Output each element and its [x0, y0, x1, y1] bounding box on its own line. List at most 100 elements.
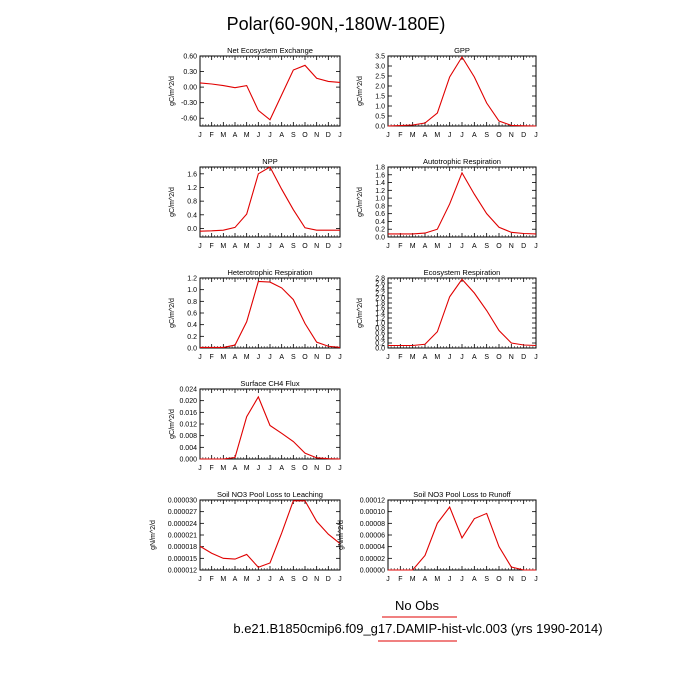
x-tick-label: J	[257, 243, 261, 250]
x-tick-label: J	[198, 243, 202, 250]
x-tick-label: A	[423, 132, 428, 139]
y-tick-label: 1.4	[375, 311, 385, 318]
series-line	[387, 55, 537, 127]
y-axis-label: gC/m^2/d	[357, 76, 364, 106]
x-tick-label: A	[472, 132, 477, 139]
x-tick-label: O	[496, 132, 502, 139]
y-tick-label: 0.0	[375, 235, 385, 242]
x-tick-label: N	[509, 243, 514, 250]
x-tick-label: J	[448, 132, 452, 139]
y-tick-label: 1.5	[375, 94, 385, 101]
x-tick-label: F	[210, 243, 214, 250]
panel-title: Soil NO3 Pool Loss to Leaching	[217, 490, 323, 499]
x-tick-label: M	[244, 243, 250, 250]
x-tick-label: O	[302, 243, 308, 250]
x-tick-label: M	[434, 243, 440, 250]
plot-frame	[199, 55, 341, 127]
y-tick-label: 0.0	[187, 346, 197, 353]
y-tick-label: 3.0	[375, 64, 385, 71]
y-tick-label: 2.4	[375, 286, 385, 293]
y-axis-label: gC/m^2/d	[169, 298, 176, 328]
y-tick-label: 0.00000	[360, 568, 385, 575]
x-tick-label: M	[220, 354, 226, 361]
case-label: b.e21.B1850cmip6.f09_g17.DAMIP-hist-vlc.…	[233, 621, 602, 636]
x-tick-label: N	[509, 354, 514, 361]
x-tick-label: J	[198, 132, 202, 139]
y-tick-label: 0.00010	[360, 509, 385, 516]
y-tick-label: 2.2	[375, 291, 385, 298]
x-tick-label: M	[410, 132, 416, 139]
x-tick-label: D	[521, 132, 526, 139]
y-tick-label: 0.0	[375, 346, 385, 353]
y-tick-label: 3.5	[375, 54, 385, 61]
series-line	[200, 395, 341, 460]
x-tick-label: J	[338, 576, 342, 583]
x-tick-label: A	[472, 243, 477, 250]
y-tick-label: 0.00012	[360, 498, 385, 505]
x-tick-label: J	[448, 243, 452, 250]
x-tick-label: S	[291, 576, 296, 583]
x-tick-label: J	[534, 132, 538, 139]
x-tick-label: O	[302, 576, 308, 583]
plot-frame	[387, 166, 537, 238]
y-tick-label: 0.004	[179, 445, 197, 452]
x-tick-label: J	[257, 576, 261, 583]
y-axis-label: gC/m^2/d	[169, 409, 176, 439]
x-tick-label: A	[279, 132, 284, 139]
plot-frame	[199, 499, 341, 571]
plot-frame	[199, 277, 341, 349]
panel-title: Soil NO3 Pool Loss to Runoff	[413, 490, 511, 499]
x-tick-label: J	[268, 354, 272, 361]
y-tick-label: 0.016	[179, 410, 197, 417]
x-tick-label: A	[472, 354, 477, 361]
x-tick-label: A	[423, 576, 428, 583]
x-tick-label: S	[291, 132, 296, 139]
x-tick-label: N	[314, 132, 319, 139]
y-tick-label: 0.000030	[168, 498, 197, 505]
y-tick-label: 0.60	[183, 54, 197, 61]
y-tick-label: 2.0	[375, 296, 385, 303]
y-tick-label: 0.6	[187, 311, 197, 318]
y-tick-label: 1.6	[375, 172, 385, 179]
x-tick-label: J	[338, 465, 342, 472]
x-tick-label: F	[398, 354, 402, 361]
x-tick-label: N	[314, 354, 319, 361]
y-tick-label: 0.8	[375, 326, 385, 333]
x-tick-label: J	[460, 243, 464, 250]
x-tick-label: F	[210, 132, 214, 139]
y-axis-label: gN/m^2/d	[338, 520, 345, 550]
y-tick-label: 0.30	[183, 69, 197, 76]
x-tick-label: A	[279, 576, 284, 583]
x-tick-label: A	[279, 243, 284, 250]
x-tick-label: M	[244, 132, 250, 139]
x-tick-label: F	[398, 132, 402, 139]
y-tick-label: 0.00004	[360, 544, 385, 551]
x-tick-label: S	[484, 243, 489, 250]
x-tick-label: N	[314, 576, 319, 583]
x-tick-label: O	[496, 243, 502, 250]
x-tick-label: M	[220, 465, 226, 472]
plot-frame	[199, 388, 341, 460]
series-line	[388, 278, 537, 347]
x-tick-label: O	[302, 354, 308, 361]
x-tick-label: O	[496, 576, 502, 583]
x-tick-label: M	[220, 243, 226, 250]
y-tick-label: 0.8	[187, 299, 197, 306]
series-line	[199, 500, 341, 568]
x-tick-label: J	[534, 354, 538, 361]
y-tick-label: 1.0	[187, 287, 197, 294]
x-tick-label: F	[210, 354, 214, 361]
x-tick-label: D	[326, 465, 331, 472]
y-tick-label: 1.8	[375, 165, 385, 172]
x-tick-label: D	[326, 576, 331, 583]
panel-title: Heterotrophic Respiration	[227, 268, 312, 277]
y-axis-label: gC/m^2/d	[169, 76, 176, 106]
